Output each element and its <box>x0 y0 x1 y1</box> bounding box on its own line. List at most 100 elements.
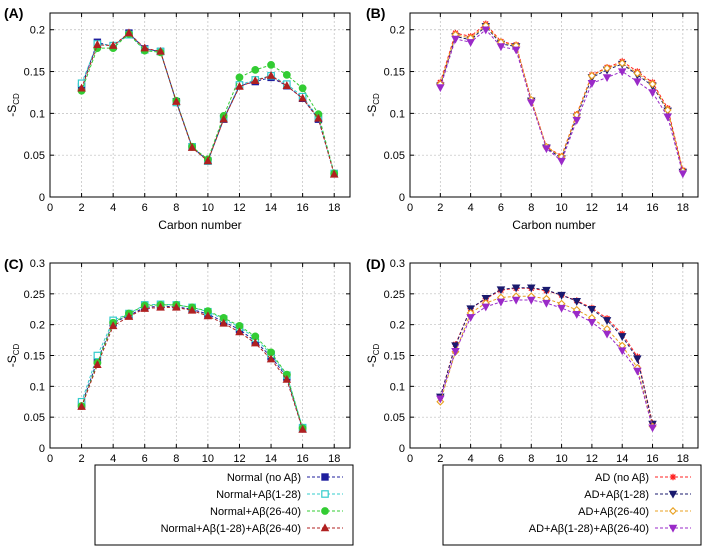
data-point <box>678 170 688 179</box>
panel-label: (A) <box>4 5 23 21</box>
data-point <box>156 302 165 311</box>
panel-label: (D) <box>366 256 385 272</box>
y-axis-label-subscript: CD <box>12 344 21 356</box>
data-point <box>172 302 181 311</box>
series-line <box>439 295 653 427</box>
chart-panel-4: 02468101214161800.050.10.150.20.250.3Car… <box>365 256 699 483</box>
data-point <box>572 298 582 306</box>
data-point <box>633 69 642 78</box>
data-point <box>557 291 566 300</box>
x-tick-label: 4 <box>110 202 116 214</box>
x-tick-label: 12 <box>586 453 598 465</box>
x-tick-label: 14 <box>616 202 628 214</box>
x-tick-label: 16 <box>646 202 658 214</box>
x-tick-label: 2 <box>437 453 443 465</box>
data-point <box>466 39 475 47</box>
y-tick-label: 0.3 <box>390 258 405 270</box>
data-point <box>663 113 672 122</box>
data-point <box>526 99 536 108</box>
y-axis-label-main: -S <box>365 355 379 367</box>
x-tick-label: 0 <box>407 202 413 214</box>
data-point <box>235 73 244 82</box>
x-tick-label: 16 <box>297 453 309 465</box>
y-axis-label-subscript: CD <box>372 93 381 105</box>
data-point <box>77 402 86 410</box>
x-tick-label: 18 <box>677 202 689 214</box>
data-point <box>542 286 551 295</box>
data-point <box>93 351 102 360</box>
x-tick-label: 0 <box>47 453 53 465</box>
data-point <box>250 76 260 84</box>
data-point <box>633 78 642 87</box>
legend-marker <box>668 524 678 533</box>
legend-normal: Normal (no Aβ) Normal+Aβ(1-28) Normal+Aβ(2… <box>94 464 354 546</box>
data-point <box>451 35 460 44</box>
data-point <box>140 303 150 312</box>
panel-label: (B) <box>366 5 385 21</box>
data-point <box>329 169 339 178</box>
data-point <box>314 113 323 122</box>
legend-box <box>442 464 702 546</box>
data-point <box>602 74 612 83</box>
series-4 <box>77 302 307 433</box>
y-tick-label: 0.25 <box>24 289 45 301</box>
x-tick-label: 4 <box>468 202 474 214</box>
series-line <box>439 287 653 424</box>
data-point <box>298 93 307 102</box>
y-tick-label: 0.2 <box>30 25 45 37</box>
data-point <box>511 46 521 55</box>
x-tick-label: 14 <box>265 202 277 214</box>
y-tick-label: 0.05 <box>24 150 45 162</box>
legend-entry-label: AD+Aβ(26-40) <box>578 506 649 518</box>
data-point <box>436 84 445 93</box>
series-3 <box>436 292 657 431</box>
data-point <box>557 157 566 166</box>
y-tick-label: 0 <box>399 192 405 204</box>
legend-marker <box>669 473 677 481</box>
x-tick-label: 4 <box>468 453 474 465</box>
data-point <box>93 360 102 368</box>
data-point <box>451 347 460 356</box>
x-tick-label: 0 <box>47 202 53 214</box>
legend-marker <box>321 473 329 481</box>
x-tick-label: 10 <box>555 202 567 214</box>
data-point <box>219 318 228 327</box>
data-point <box>124 28 134 37</box>
x-tick-label: 14 <box>616 453 628 465</box>
data-point <box>496 298 506 307</box>
legend-entry-label: Normal+Aβ(1-28)+Aβ(26-40) <box>161 523 301 535</box>
data-point <box>466 314 475 322</box>
chart-panel-2: 0 2 4 6 8 10 12 14 16 18 0 0.05 0.1 0.15 0.2 Carbon num… <box>365 5 699 232</box>
y-tick-label: 0.05 <box>384 412 405 424</box>
data-point <box>587 71 596 80</box>
x-tick-label: 12 <box>586 202 598 214</box>
data-point <box>251 65 260 74</box>
x-tick-label: 8 <box>173 453 179 465</box>
x-tick-label: 6 <box>498 202 504 214</box>
y-tick-label: 0.05 <box>384 150 405 162</box>
data-point <box>267 60 275 69</box>
legend-entry-label: Normal+Aβ(1-28) <box>216 489 301 501</box>
y-axis-label: -SCD <box>365 93 381 117</box>
data-point <box>156 46 165 55</box>
y-tick-label: 0 <box>39 443 45 455</box>
y-tick-label: 0.2 <box>30 320 45 332</box>
y-tick-label: 0.2 <box>390 320 405 332</box>
series-4 <box>77 28 339 178</box>
y-axis-label-main: -S <box>365 105 379 117</box>
x-tick-label: 16 <box>646 453 658 465</box>
data-point <box>648 80 657 89</box>
legend-marker <box>320 523 330 532</box>
x-tick-label: 12 <box>233 453 245 465</box>
data-point <box>511 284 521 293</box>
data-point <box>617 347 627 356</box>
legend-entry-label: AD+Aβ(1-28)+Aβ(26-40) <box>529 523 649 535</box>
data-point <box>542 145 551 154</box>
y-axis-label: -SCD <box>365 344 381 368</box>
series-3 <box>77 301 307 433</box>
legend-marker <box>321 490 329 498</box>
legend-ad: AD (no Aβ) AD+Aβ(1-28) AD+Aβ(26-40) AD+Aβ(1… <box>442 464 702 546</box>
plot-frame <box>409 12 699 198</box>
x-tick-label: 18 <box>328 202 340 214</box>
legend-entry-label: Normal+Aβ(26-40) <box>210 506 301 518</box>
